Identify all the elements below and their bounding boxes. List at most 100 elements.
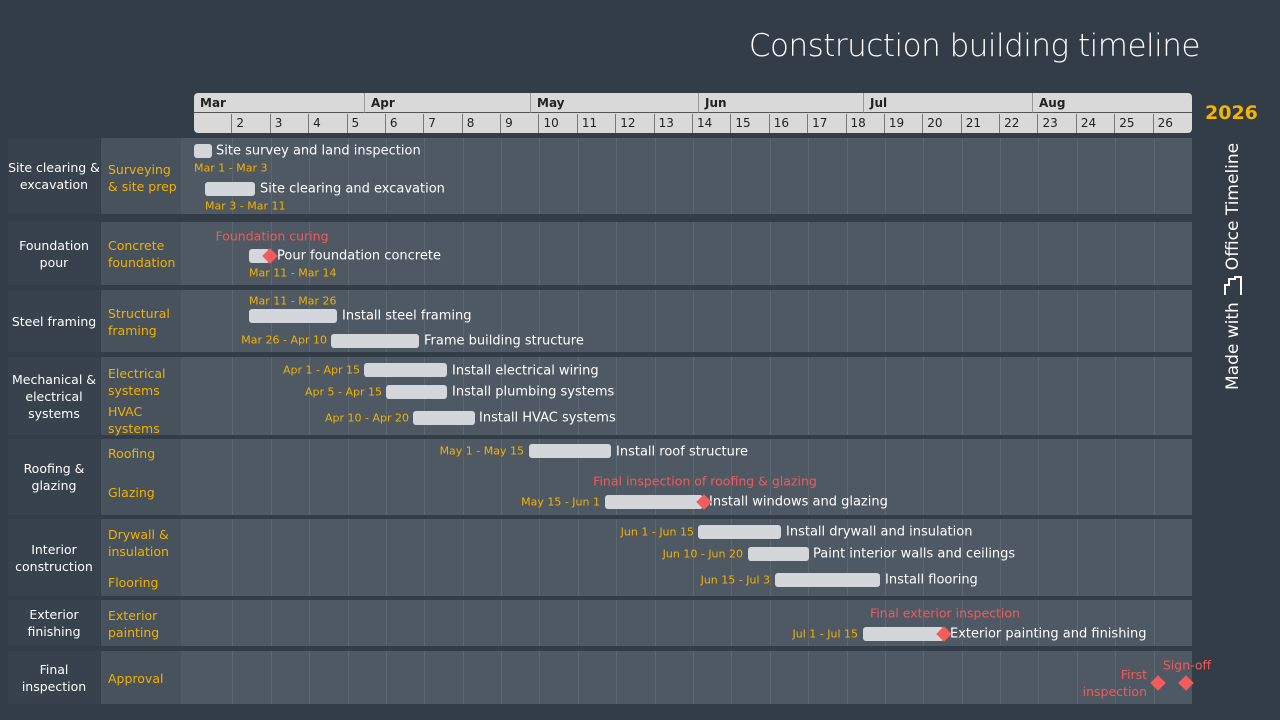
gridline [1038,138,1040,214]
gridline [1115,600,1117,646]
month-jul: Jul [863,93,1032,113]
task-label: Site survey and land inspection [216,143,421,159]
week-label: 14 [692,114,730,133]
gridline [846,519,848,596]
gridline [1153,439,1155,515]
week-label: 15 [730,114,768,133]
task-dates: May 15 - Jun 1 [521,495,600,509]
gridline [1000,290,1002,352]
gridline [347,222,349,285]
gridline [577,651,579,704]
gridline [539,600,541,646]
gridline [501,222,503,285]
gridline [654,222,656,285]
week-label: 22 [999,114,1037,133]
timescale-header: Mar Apr May Jun Jul Aug 2 3 4 5 6 7 8 9 10 11 12 13… [194,93,1192,133]
gridline [309,439,311,515]
week-label: 10 [538,114,576,133]
group-label: Site clearing & excavation [8,138,100,214]
subgroup-label: Surveying & site prep [108,162,177,194]
task-dates: Apr 10 - Apr 20 [324,411,409,425]
task-bar[interactable] [249,309,337,323]
swimlane-foundation: Foundation pour [8,222,1192,285]
milestone-label: Final exterior inspection [870,605,1020,621]
task-bar[interactable] [863,627,944,641]
gridline [385,651,387,704]
task-label: Install electrical wiring [452,363,599,379]
gridline [1076,357,1078,435]
task-bar[interactable] [331,334,419,348]
gridline [923,519,925,596]
gridline [654,357,656,435]
gridline [539,357,541,435]
month-aug: Aug [1032,93,1192,113]
subgroup-label: Exterior painting [108,608,160,640]
office-timeline-logo-icon [1224,276,1242,296]
task-dates: Jun 10 - Jun 20 [662,547,743,561]
gridline [769,357,771,435]
month-jun: Jun [698,93,863,113]
gridline [1038,600,1040,646]
gridline [347,357,349,435]
task-bar[interactable] [605,495,703,509]
gridline [539,439,541,515]
gridline [923,290,925,352]
gridline [769,651,771,704]
task-bar[interactable] [194,144,212,158]
gridline [270,519,272,596]
task-bar[interactable] [748,547,809,561]
task-bar[interactable] [698,525,781,539]
week-label: 11 [576,114,615,133]
task-bar[interactable] [775,573,880,587]
gridline [309,357,311,435]
gridline [808,357,810,435]
gridline [923,600,925,646]
gridline [232,439,234,515]
gridline [769,600,771,646]
gridline [424,138,426,214]
gridline [462,290,464,352]
week-label: 12 [615,114,653,133]
gridline [501,439,503,515]
gridline [1076,439,1078,515]
gridline [309,600,311,646]
gridline [884,357,886,435]
gridline [270,600,272,646]
gridline [731,600,733,646]
gridline [1115,519,1117,596]
subgroup-label: Structural framing [108,306,170,338]
group-label: Mechanical & electrical systems [8,357,100,435]
task-bar[interactable] [364,363,447,377]
gridline [232,222,234,285]
task-label: Install steel framing [342,308,472,324]
subgroup-label: Approval [108,671,164,686]
task-bar[interactable] [413,411,475,425]
gridline [846,138,848,214]
milestone-label: Sign-off [1162,657,1212,673]
gridline [385,222,387,285]
gridline [693,357,694,435]
gridline [347,519,349,596]
gridline [385,439,387,515]
gridline [1153,519,1155,596]
gridline [1000,600,1002,646]
gridline [884,138,886,214]
task-bar[interactable] [205,182,255,196]
gridline [616,600,618,646]
task-bar[interactable] [386,385,447,399]
week-label: 6 [384,114,423,133]
group-label: Steel framing [8,290,100,352]
gridline [1038,519,1040,596]
gridline [309,222,311,285]
gridline [961,439,963,515]
gridline [1000,651,1002,704]
task-bar[interactable] [529,444,611,458]
gridline [923,651,925,704]
gridline [923,138,925,214]
gridline [654,290,656,352]
week-label [194,114,231,133]
gridline [846,290,848,352]
week-label: 8 [461,114,500,133]
gridline [884,439,886,515]
gridline [923,439,925,515]
